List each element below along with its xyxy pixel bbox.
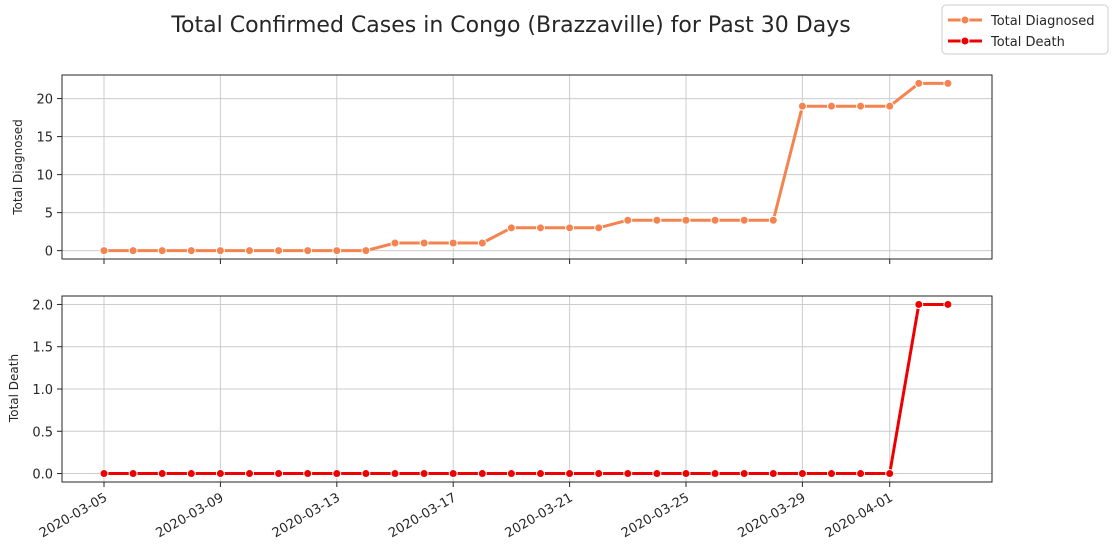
data-point xyxy=(536,223,545,233)
data-point xyxy=(797,101,807,111)
series-line xyxy=(104,81,948,253)
data-point xyxy=(768,469,778,479)
data-point xyxy=(390,469,400,479)
data-point xyxy=(652,215,662,225)
data-point xyxy=(594,469,604,479)
data-point xyxy=(885,101,895,111)
x-tick-label: 2020-03-29 xyxy=(735,490,808,541)
data-point xyxy=(157,469,167,479)
data-point xyxy=(914,78,924,88)
legend-frame xyxy=(941,4,1109,55)
data-point xyxy=(332,469,342,479)
data-point xyxy=(99,469,109,479)
y-tick-label: 20 xyxy=(36,93,53,108)
data-point xyxy=(128,469,138,479)
plot-frame xyxy=(61,295,993,483)
y-tick-label: 15 xyxy=(36,131,53,146)
data-point xyxy=(186,469,196,479)
data-point xyxy=(827,101,836,111)
subplot-total-diagnosed: Total Diagnosed 0 5 10 15 20 xyxy=(11,74,993,264)
data-point xyxy=(274,469,284,479)
data-point xyxy=(797,469,807,479)
legend-item-total-death: Total Death xyxy=(948,35,1065,50)
y-axis-label: Total Diagnosed xyxy=(11,119,25,216)
data-point xyxy=(128,246,138,256)
data-point xyxy=(506,223,516,233)
data-point xyxy=(477,469,487,479)
data-point xyxy=(186,246,196,256)
legend-label: Total Death xyxy=(990,35,1065,50)
legend-item-total-diagnosed: Total Diagnosed xyxy=(948,14,1095,29)
data-point xyxy=(536,469,545,479)
data-point xyxy=(914,299,924,309)
data-point xyxy=(943,299,953,309)
data-point xyxy=(739,469,749,479)
data-point xyxy=(623,469,633,479)
data-point xyxy=(739,215,749,225)
y-tick-label: 10 xyxy=(36,169,53,184)
y-tick-label: 0.5 xyxy=(32,425,53,440)
data-point xyxy=(245,246,254,256)
series-line xyxy=(104,303,948,475)
data-point xyxy=(215,469,225,479)
data-point xyxy=(652,469,662,479)
data-point xyxy=(332,246,342,256)
data-point xyxy=(361,246,371,256)
data-point xyxy=(710,469,720,479)
data-point xyxy=(827,469,836,479)
data-point xyxy=(856,469,866,479)
data-point xyxy=(943,78,953,88)
data-point xyxy=(390,238,400,248)
data-point xyxy=(768,215,778,225)
y-tick-label: 2.0 xyxy=(32,298,53,313)
data-point xyxy=(710,215,720,225)
data-point xyxy=(565,469,575,479)
data-point xyxy=(681,469,691,479)
data-point xyxy=(506,469,516,479)
y-tick-label: 0.0 xyxy=(32,468,53,483)
x-tick-label: 2020-03-13 xyxy=(270,490,343,541)
data-point xyxy=(477,238,487,248)
x-tick-label: 2020-03-25 xyxy=(619,490,692,541)
data-point xyxy=(681,215,691,225)
y-tick-label: 1.0 xyxy=(32,383,53,398)
plot-frame xyxy=(61,74,993,260)
data-point xyxy=(303,469,313,479)
data-point xyxy=(856,101,866,111)
data-point xyxy=(157,246,167,256)
chart-title: Total Confirmed Cases in Congo (Brazzavi… xyxy=(170,13,850,38)
subplot-total-death: Total Death 0.0 0.5 1.0 1.5 2.0 2020-03-05 202… xyxy=(7,295,993,541)
y-tick-label: 1.5 xyxy=(32,341,53,356)
x-tick-label: 2020-03-17 xyxy=(386,490,459,541)
legend-swatch-marker xyxy=(960,15,970,25)
x-tick-label: 2020-03-05 xyxy=(37,490,110,541)
y-tick-label: 5 xyxy=(45,207,53,222)
x-tick-label: 2020-04-01 xyxy=(823,490,896,541)
y-tick-label: 0 xyxy=(45,245,53,260)
x-tick-label: 2020-03-09 xyxy=(153,490,226,541)
data-point xyxy=(245,469,254,479)
data-point xyxy=(99,246,109,256)
data-point xyxy=(215,246,225,256)
y-axis-label: Total Death xyxy=(7,354,21,423)
legend: Total Diagnosed Total Death xyxy=(941,4,1109,55)
legend-swatch-marker xyxy=(960,36,970,46)
data-point xyxy=(885,469,895,479)
data-point xyxy=(361,469,371,479)
data-point xyxy=(448,238,458,248)
data-point xyxy=(594,223,604,233)
grid xyxy=(62,296,992,482)
data-point xyxy=(448,469,458,479)
data-point xyxy=(274,246,284,256)
data-point xyxy=(623,215,633,225)
data-point xyxy=(303,246,313,256)
grid xyxy=(62,75,992,259)
data-point xyxy=(419,469,429,479)
legend-label: Total Diagnosed xyxy=(990,14,1095,29)
data-point xyxy=(565,223,575,233)
data-point xyxy=(419,238,429,248)
x-tick-label: 2020-03-21 xyxy=(503,490,576,541)
